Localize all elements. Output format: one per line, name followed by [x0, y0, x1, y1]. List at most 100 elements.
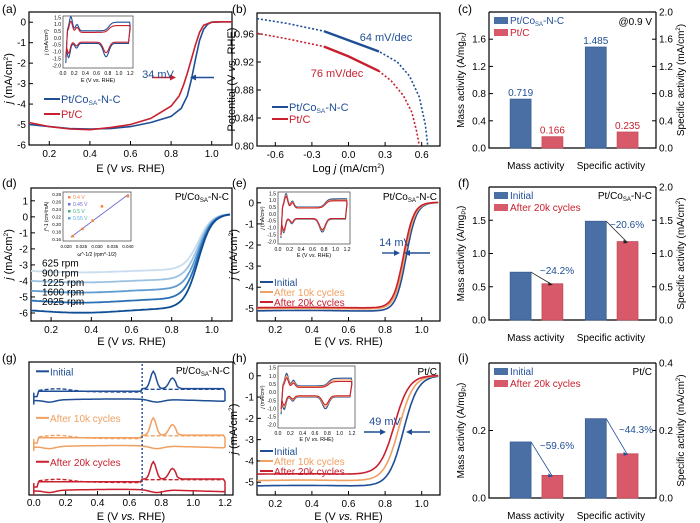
category-label: Specific activity: [577, 333, 645, 344]
text-span: -N-C: [325, 102, 348, 114]
panel-label: (i): [458, 351, 469, 365]
inset-legend-label: 0.55 V: [73, 216, 88, 222]
decline-arrow: [605, 418, 628, 455]
panel-label: (b): [232, 2, 247, 16]
text-span: Pt/Co: [175, 192, 200, 203]
x-tick-label: 1.0: [205, 149, 219, 160]
bar-value-label: 0.719: [508, 88, 533, 99]
text-span: SA: [623, 197, 631, 203]
text-span: RHE): [319, 437, 334, 443]
text-span: RHE): [353, 511, 383, 523]
y-tick-label: -4: [245, 283, 254, 294]
bar-pt-c: [541, 136, 564, 149]
text-span: SA: [200, 198, 208, 204]
text-span: ): [456, 206, 467, 209]
panel-label: (g): [2, 351, 17, 365]
x-tick-label: 1.0: [186, 498, 200, 509]
x-tick-label: 0.6: [124, 149, 138, 160]
legend-label: Initial: [274, 278, 297, 289]
y-tick-label: 0.5: [472, 282, 486, 293]
text-span: ): [676, 197, 687, 200]
panel-title: Pt/C: [418, 367, 437, 378]
text-span: 2: [377, 163, 381, 170]
tafel-dotted-1: [256, 32, 421, 147]
inset-x-tick-label: 1.2: [344, 247, 351, 253]
arrow-head-red: [170, 74, 176, 81]
inset-x-label: E (V vs. RHE): [299, 437, 333, 443]
panel-title: Pt/CoSA-N-C: [175, 192, 229, 204]
bar-after-20k-cycles: [616, 241, 639, 321]
y-axis-left-label: Mass activity (A/mgPt): [456, 383, 468, 479]
inset-y-tick-label: 0.5: [269, 382, 276, 388]
y-tick-label: -6: [17, 141, 26, 152]
inset-y-tick-label: 1.0: [54, 22, 61, 28]
inset-y-tick-label: 1.0: [269, 198, 276, 204]
text-span: 2: [3, 232, 10, 236]
text-span: Pt: [462, 209, 468, 215]
y-tick-label: -5: [17, 120, 26, 131]
inset-x-tick-label: 0.0: [60, 71, 67, 77]
inset-cv-blue: [65, 15, 131, 64]
y-tick-label: -1: [19, 228, 28, 239]
x-axis-label: E (V vs. RHE): [96, 163, 164, 175]
inset-x-tick-label: 0.4: [299, 431, 306, 437]
inset-cv-2: [280, 195, 348, 235]
x-tick-label: 0.2: [59, 498, 73, 509]
legend-label: After 10k cycles: [274, 457, 345, 468]
y-tick-label: 1.6: [472, 35, 486, 46]
y-tick-label: -5: [19, 292, 28, 303]
y-axis-label: Potential (V vs. RHE): [226, 28, 238, 132]
inset-y-label: j^-1 (cm²/mA): [44, 201, 50, 232]
text-span: Pt/Co: [510, 16, 535, 27]
x-tick-label: 0.8: [378, 325, 392, 336]
bar-initial: [509, 441, 532, 499]
y-tick-label: 1.0: [659, 249, 673, 260]
inset-x-tick-label: 0.025: [76, 244, 88, 249]
bar-after-20k-cycles: [616, 453, 639, 499]
inset-y-tick-label: 0.20: [52, 222, 61, 227]
bar-value-label: 0.166: [540, 126, 565, 137]
y-tick-label: 0: [22, 212, 28, 223]
x-tick-label: 1.0: [205, 325, 219, 336]
decline-percent: ~20.6%: [610, 220, 644, 231]
text-span: ): [3, 53, 15, 57]
y-tick-label: 0.2: [472, 426, 486, 437]
text-span: j: [3, 101, 15, 106]
inset-y-tick-label: -1.5: [52, 56, 61, 62]
text-span: RHE): [353, 336, 383, 348]
text-span: ): [676, 24, 687, 27]
y-tick-label: 1.0: [472, 249, 486, 260]
tafel-fit-1: [323, 45, 380, 73]
potential-note: @0.9 V: [618, 17, 652, 28]
inset-y-tick-label: -0.5: [267, 219, 276, 225]
text-span: ): [676, 374, 687, 377]
inset-y-tick-label: -1.0: [267, 406, 276, 412]
panel-title: Pt/CoSA-N-C: [383, 192, 437, 204]
x-tick-label: 0.0: [27, 498, 41, 509]
y-tick-label: 2.0: [659, 183, 673, 194]
panel-title: Pt/CoSA-N-C: [176, 366, 230, 378]
x-axis-label: E (V vs. RHE): [314, 511, 382, 523]
bar-value-label: 1.485: [583, 36, 608, 47]
y-tick-label: 1.5: [659, 216, 673, 227]
text-span: -N-C: [543, 16, 564, 27]
inset-y-tick-label: -1.0: [52, 50, 61, 56]
text-span: ): [228, 229, 240, 233]
inset-y-tick-label: -2.0: [267, 423, 276, 429]
inset-y-tick-label: 0.0: [269, 390, 276, 396]
bar-initial: [509, 271, 532, 321]
text-span: (mA/cm: [336, 163, 377, 175]
text-span: Specific activity (mA/cm: [676, 204, 687, 310]
legend-swatch: [494, 192, 508, 199]
decline-percent: ~24.2%: [540, 266, 574, 277]
lsv-curve-2: [257, 374, 439, 475]
cv-dashed-1: [38, 434, 224, 440]
text-span: Mass activity (A/mg: [456, 392, 467, 479]
arrow-head-right: [404, 250, 410, 256]
inset-x-tick-label: 0.4: [298, 247, 305, 253]
inset-x-tick-label: 0.6: [93, 71, 100, 77]
rpm-label: 1225 rpm: [42, 278, 84, 289]
text-span: E (V: [97, 336, 121, 348]
inset-y-tick-label: 1.5: [54, 15, 61, 21]
rpm-label: 900 rpm: [42, 268, 79, 279]
